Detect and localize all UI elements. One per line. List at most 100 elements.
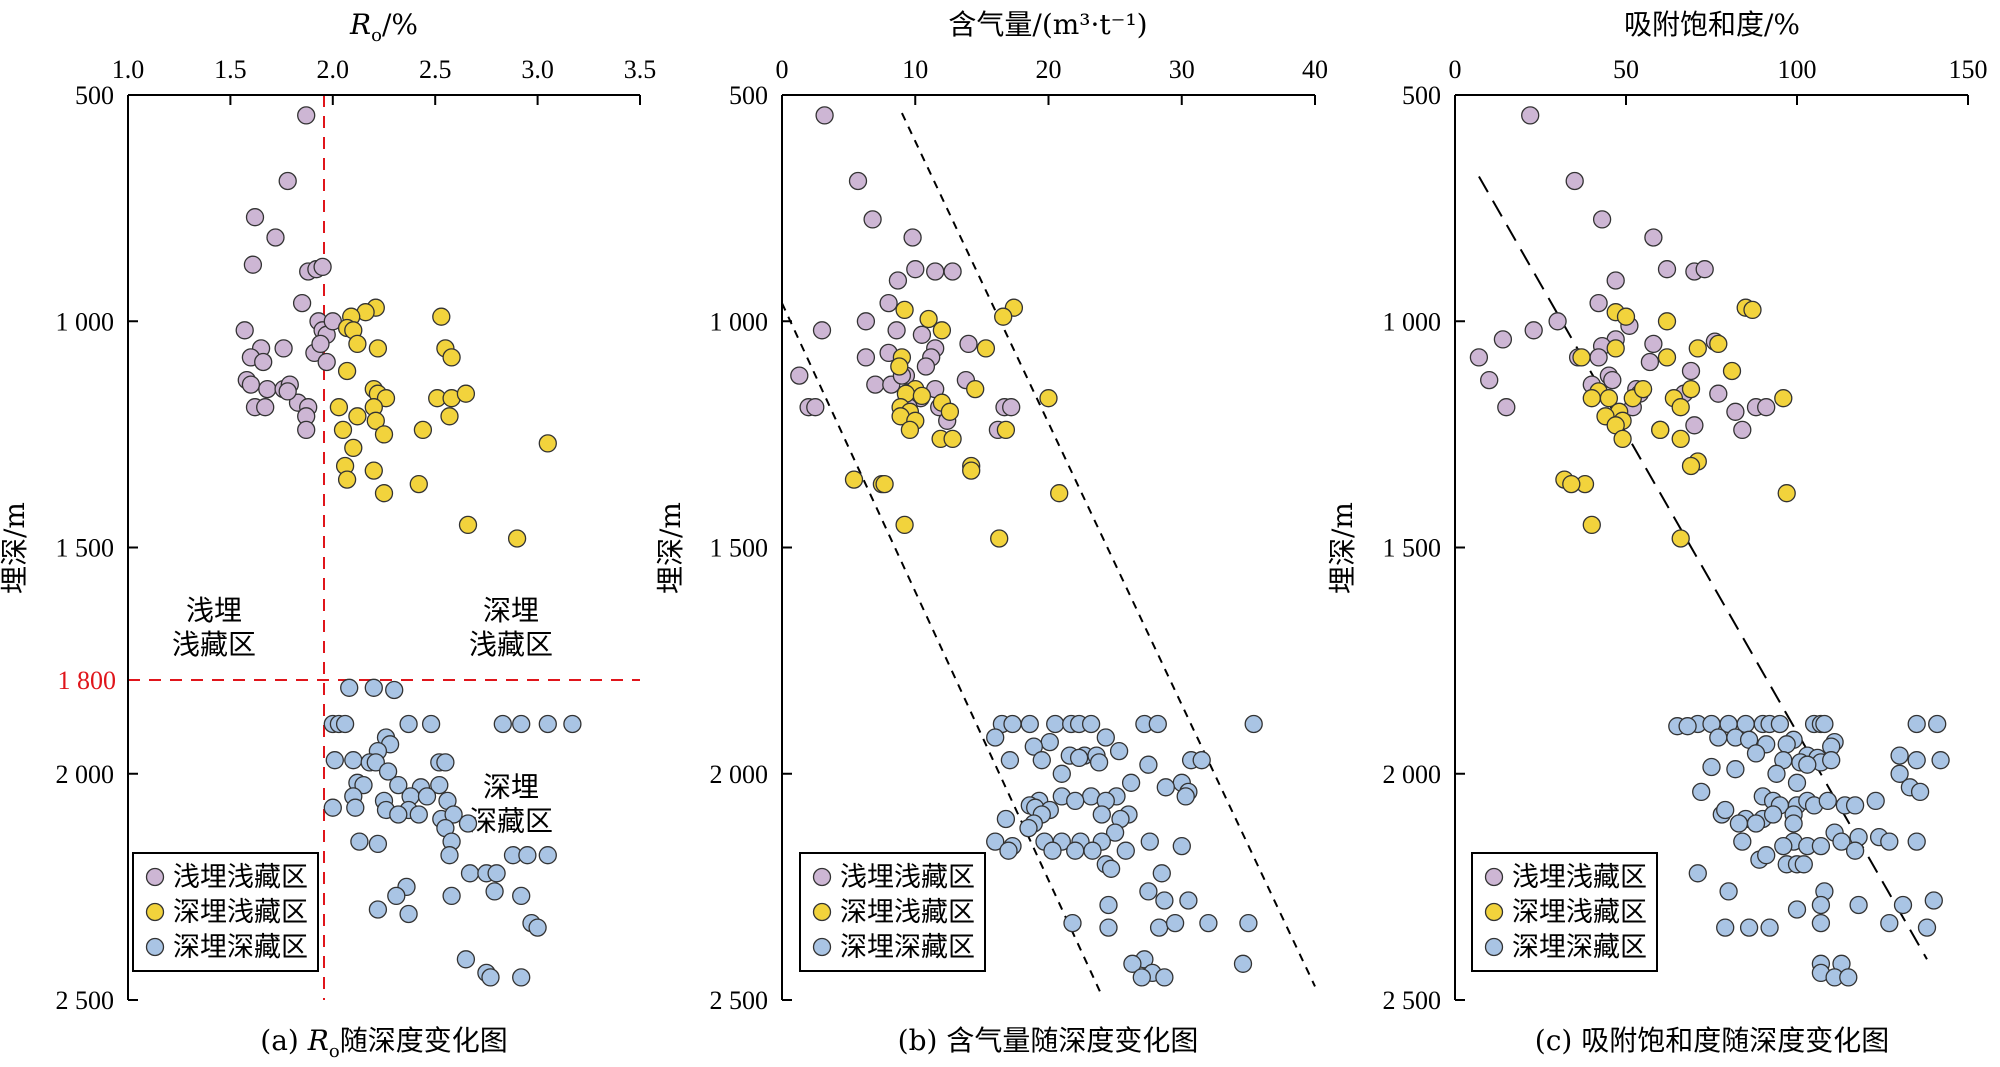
point-deep-deep [986,832,1005,851]
point-shallow-shallow [243,255,263,274]
point-deep-shallow [337,470,357,489]
point-deep-deep [1096,728,1115,747]
point-deep-deep [1777,735,1796,754]
point-deep-deep [1123,954,1142,973]
point-deep-deep [1155,968,1174,987]
point-deep-deep [512,968,531,987]
x-tick-label: 2.0 [317,55,350,84]
point-shallow-shallow [1524,321,1543,340]
trend-line [781,302,1103,996]
point-shallow-shallow [866,375,885,394]
point-deep-deep [1121,773,1141,792]
point-deep-deep [1907,832,1926,851]
point-deep-shallow [996,420,1016,440]
point-deep-deep [346,798,365,817]
x-tick-label: 3.5 [624,55,657,84]
point-shallow-shallow [848,171,868,191]
point-shallow-shallow [1603,370,1622,390]
point-shallow-shallow [1565,171,1584,191]
legend-label-deep-deep: 深埋深藏区 [173,932,308,963]
legend-label-shallow-shallow: 浅埋浅藏区 [1512,862,1647,893]
y-tick-label: 2 500 [710,986,769,1015]
y-tick-label: 2 500 [56,986,115,1015]
point-deep-deep [1140,832,1159,851]
point-deep-deep [1784,814,1803,833]
x-tick-label: 0 [1449,55,1462,84]
y-tick-label: 1 500 [1383,534,1442,563]
point-shallow-shallow [292,293,312,313]
panel-a-caption-suffix: 随深度变化图 [340,1024,508,1057]
point-deep-shallow [348,334,367,354]
point-deep-deep [440,846,459,865]
point-deep-deep [1822,751,1841,770]
point-shallow-shallow [863,210,882,229]
point-deep-deep [1139,755,1158,774]
panel-a-caption-prefix: (a) [260,1024,307,1057]
panel-a-x-title-subscript: o [371,25,382,46]
point-shallow-shallow [1657,260,1677,279]
point-shallow-shallow [812,321,832,340]
point-deep-deep [1109,741,1129,761]
point-deep-shallow [1606,339,1625,358]
panel-a-points [235,106,582,987]
point-shallow-shallow [1681,361,1701,381]
point-shallow-shallow [903,228,922,247]
point-deep-deep [1746,744,1766,763]
point-deep-deep [1910,782,1930,802]
y-tick-label: 1 500 [56,534,115,563]
point-deep-deep [1733,832,1752,851]
point-deep-shallow [442,348,461,367]
point-deep-deep [1811,913,1831,933]
point-deep-deep [1924,891,1943,910]
point-deep-deep [1787,773,1807,792]
legend-label-deep-deep: 深埋深藏区 [1512,932,1647,963]
point-shallow-shallow [1002,398,1021,417]
point-deep-deep [387,886,406,906]
point-deep-deep [563,714,582,734]
point-deep-deep [1880,913,1899,933]
point-deep-shallow [1657,312,1677,331]
point-deep-deep [1880,832,1899,851]
point-deep-deep [325,751,344,770]
point-deep-deep [1746,814,1766,833]
point-shallow-shallow [916,357,936,376]
point-deep-shallow [990,529,1009,548]
point-deep-deep [1099,918,1118,937]
point-deep-shallow [900,420,920,440]
panel-a-x-title-unit: /% [382,8,418,41]
point-deep-deep [364,678,383,697]
point-deep-deep [1818,791,1837,811]
point-deep-shallow [994,307,1013,326]
point-deep-deep [493,714,512,734]
point-deep-shallow [919,309,938,329]
point-shallow-shallow [1685,416,1704,435]
legend-marker-shallow-shallow [812,867,832,887]
panel-c-y-title: 埋深/m [1326,502,1359,594]
point-deep-deep [1149,918,1169,937]
legend-marker-deep-shallow [1484,902,1504,922]
point-deep-shallow [1671,429,1690,449]
point-deep-shallow [364,461,383,480]
point-deep-shallow [1671,398,1690,417]
legend-label-deep-shallow: 深埋浅藏区 [173,897,308,928]
point-deep-deep [512,886,531,906]
point-shallow-shallow [856,312,876,331]
point-deep-deep [340,678,359,697]
point-deep-deep [1165,913,1185,933]
point-shallow-shallow [254,352,273,372]
legend-label-shallow-shallow: 浅埋浅藏区 [173,862,308,893]
point-deep-deep [1866,791,1885,811]
point-deep-deep [1092,805,1111,824]
point-shallow-shallow [1521,106,1540,125]
point-deep-deep [1770,714,1790,734]
point-deep-shallow [1671,529,1690,548]
point-shallow-shallow [926,262,945,281]
point-shallow-shallow [266,228,285,247]
panel-c-points [1469,106,1950,987]
legend-marker-deep-deep [145,937,165,957]
point-deep-deep [389,775,408,795]
point-deep-shallow [409,474,428,494]
point-deep-deep [1716,800,1735,820]
point-deep-shallow [1743,300,1762,320]
